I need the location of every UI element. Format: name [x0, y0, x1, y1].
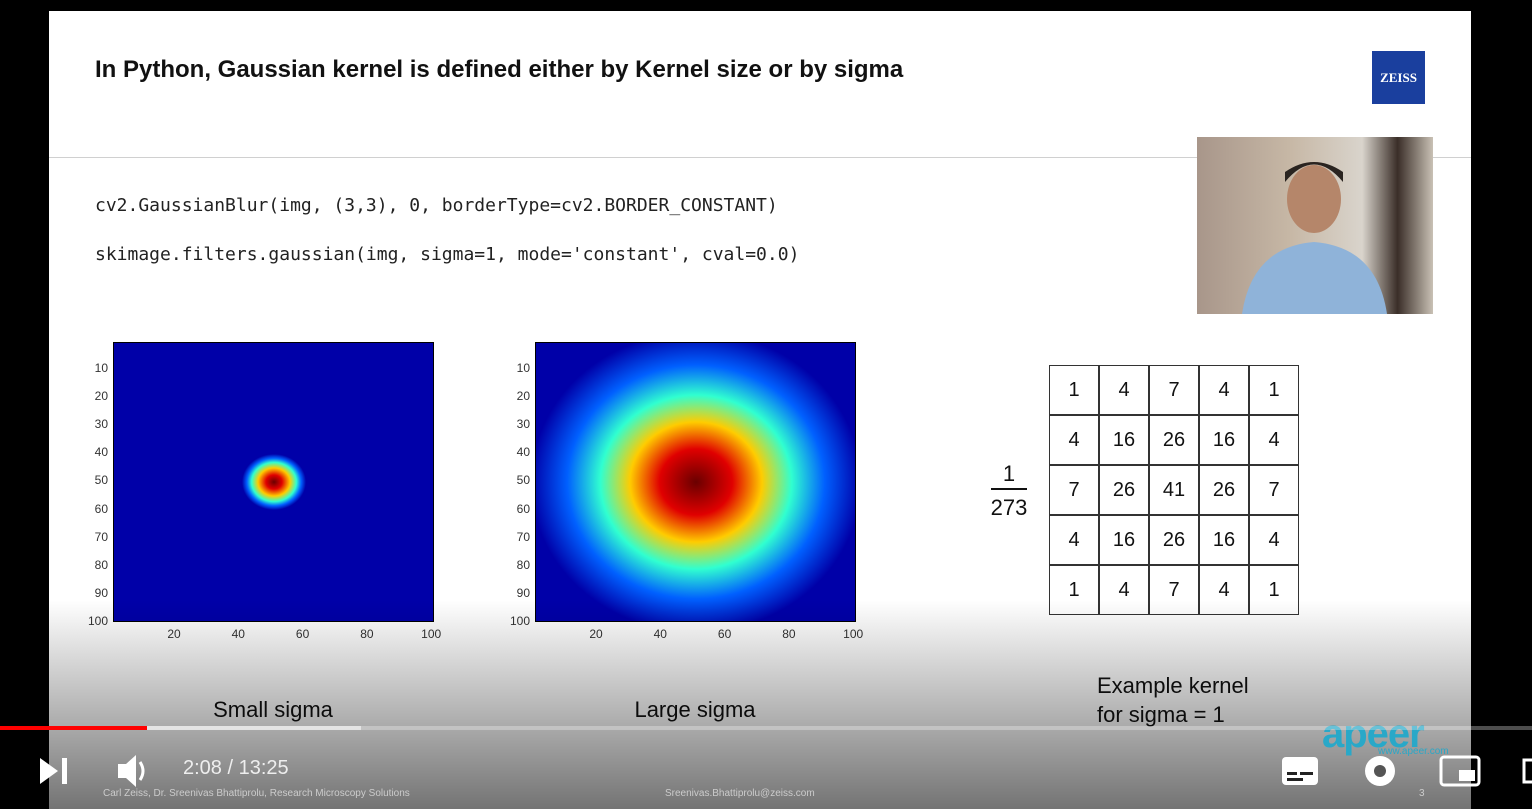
y-tick-label: 30 [94, 417, 108, 432]
kernel-cell: 26 [1199, 465, 1249, 515]
settings-button[interactable] [1365, 756, 1395, 786]
kernel-cell: 7 [1149, 365, 1199, 415]
kernel-cell: 4 [1249, 415, 1299, 465]
kernel-cell: 7 [1249, 465, 1299, 515]
progress-bar[interactable] [0, 726, 1532, 730]
y-tick-label: 30 [516, 417, 530, 432]
kernel-denominator: 273 [990, 495, 1028, 520]
page-number: 3 [1419, 788, 1425, 799]
kernel-cell: 4 [1099, 365, 1149, 415]
kernel-cell: 4 [1249, 515, 1299, 565]
kernel-cell: 1 [1249, 365, 1299, 415]
y-tick-label: 40 [94, 445, 108, 460]
footer-left: Carl Zeiss, Dr. Sreenivas Bhattiprolu, R… [103, 788, 410, 799]
divider [49, 157, 1471, 158]
footer-center: Sreenivas.Bhattiprolu@zeiss.com [665, 788, 815, 799]
webcam [1197, 137, 1433, 314]
volume-button[interactable] [118, 755, 145, 787]
kernel-cell: 16 [1099, 515, 1149, 565]
y-tick-label: 40 [516, 445, 530, 460]
y-tick-label: 70 [516, 529, 530, 544]
apeer-logo: apeer [1322, 712, 1425, 756]
presenter [1242, 162, 1387, 314]
kernel-numerator: 1 [1002, 461, 1016, 486]
slide-title: In Python, Gaussian kernel is defined ei… [95, 56, 904, 83]
y-tick-label: 10 [516, 361, 530, 375]
y-tick-label: 60 [94, 501, 108, 516]
kernel-cell: 4 [1049, 415, 1099, 465]
theater-button[interactable] [1522, 758, 1532, 784]
y-tick-label: 10 [94, 361, 108, 375]
next-button[interactable] [40, 758, 67, 784]
kernel-cell: 7 [1049, 465, 1099, 515]
kernel-cell: 16 [1199, 415, 1249, 465]
kernel-cell: 1 [1049, 365, 1099, 415]
y-tick-label: 70 [94, 529, 108, 544]
code-line: cv2.GaussianBlur(img, (3,3), 0, borderTy… [95, 195, 778, 216]
y-tick-label: 20 [516, 389, 530, 404]
y-tick-label: 90 [516, 585, 530, 600]
played [0, 726, 147, 730]
y-tick-label: 90 [94, 585, 108, 600]
y-tick-label: 60 [516, 501, 530, 516]
y-tick-label: 50 [516, 473, 530, 488]
miniplayer-button[interactable] [1439, 755, 1481, 787]
kernel-cell: 16 [1099, 415, 1149, 465]
y-tick-label: 80 [94, 557, 108, 572]
kernel-cell: 4 [1049, 515, 1099, 565]
y-tick-label: 20 [94, 389, 108, 404]
y-tick-label: 50 [94, 473, 108, 488]
kernel-cell: 26 [1099, 465, 1149, 515]
code-line: skimage.filters.gaussian(img, sigma=1, m… [95, 244, 800, 265]
kernel-cell: 26 [1149, 515, 1199, 565]
time-display: 2:08 / 13:25 [183, 757, 289, 779]
player-controls [40, 755, 1532, 787]
buffered [0, 726, 361, 730]
heatmap [535, 342, 856, 622]
y-tick-label: 80 [516, 557, 530, 572]
kernel-cell: 41 [1149, 465, 1199, 515]
kernel-cell: 4 [1199, 365, 1249, 415]
kernel-cell: 26 [1149, 415, 1199, 465]
player-shade [49, 600, 1471, 809]
heatmap [113, 342, 434, 622]
zeiss-logo: ZEISS [1372, 51, 1425, 104]
apeer-url: www.apeer.com [1378, 746, 1449, 757]
kernel-cell: 16 [1199, 515, 1249, 565]
subtitles-button[interactable] [1282, 757, 1318, 785]
fraction-bar [991, 488, 1027, 490]
